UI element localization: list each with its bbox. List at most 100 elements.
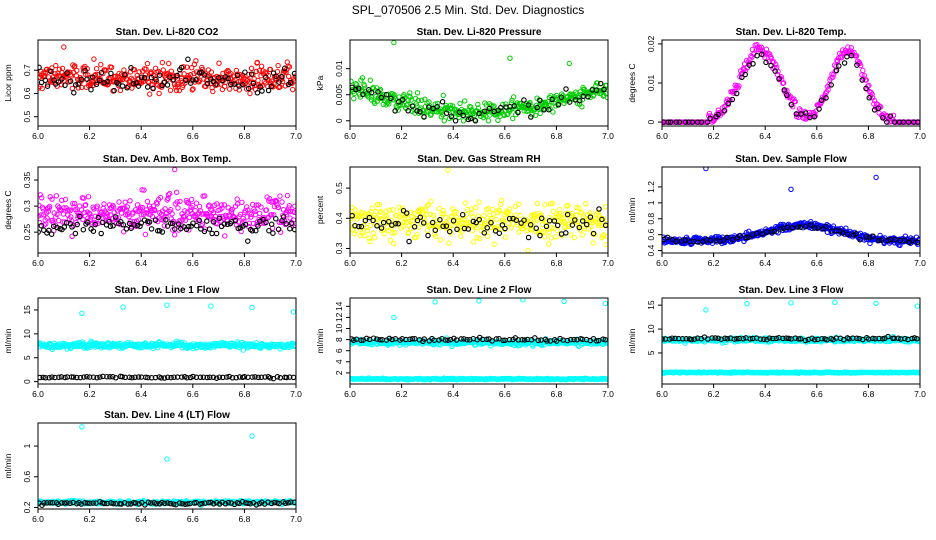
data-point [141, 75, 148, 81]
data-point [694, 335, 701, 341]
data-point [198, 226, 204, 232]
data-point [767, 51, 773, 57]
data-point [439, 109, 445, 115]
data-point [446, 228, 453, 235]
data-point [737, 233, 743, 239]
data-point [473, 204, 479, 211]
data-point [564, 211, 571, 218]
data-point [183, 77, 189, 84]
data-point [854, 62, 860, 68]
data-point [273, 197, 279, 204]
data-point [703, 237, 710, 243]
data-point [437, 342, 444, 348]
data-point [284, 192, 291, 199]
data-point [467, 220, 473, 226]
data-point [178, 374, 185, 380]
data-point [222, 233, 228, 239]
data-point [743, 234, 749, 241]
data-points [350, 167, 608, 253]
outlier-point [561, 298, 567, 304]
y-tick-label: 0.4 [334, 212, 344, 224]
data-point [260, 216, 266, 223]
data-point [266, 227, 272, 234]
data-point [870, 233, 876, 240]
data-point [450, 218, 457, 224]
data-point [92, 221, 99, 228]
data-point [245, 238, 251, 244]
data-point [439, 211, 445, 217]
data-point [595, 209, 601, 215]
data-point [863, 234, 870, 240]
data-point [81, 195, 87, 201]
data-point [573, 212, 579, 218]
data-point [554, 222, 561, 229]
data-point [411, 224, 418, 230]
data-point [437, 217, 443, 223]
x-tick-label: 6.2 [396, 131, 408, 141]
outlier-point [788, 186, 794, 193]
x-tick-label: 6.8 [550, 389, 562, 399]
data-point [895, 335, 901, 342]
data-point [144, 198, 151, 205]
data-point [364, 227, 371, 234]
data-point [689, 119, 696, 125]
data-point [273, 73, 279, 79]
x-tick-label: 6.8 [238, 131, 250, 141]
data-point [100, 219, 106, 226]
data-point [400, 97, 406, 103]
data-point [546, 229, 552, 236]
data-point [104, 373, 110, 380]
data-point [169, 211, 175, 217]
y-tick-label: 0.35 [22, 171, 32, 188]
data-point [69, 233, 75, 240]
x-tick-label: 7.0 [602, 389, 614, 399]
data-point [197, 374, 204, 381]
data-point [526, 223, 533, 229]
data-point [250, 201, 256, 208]
panel-title: Stan. Dev. Sample Flow [735, 154, 847, 165]
data-point [596, 206, 602, 212]
data-point [381, 231, 387, 237]
data-point [248, 214, 254, 220]
data-point [270, 70, 277, 76]
data-point [403, 210, 410, 216]
data-point [417, 214, 424, 221]
data-point [255, 223, 261, 229]
data-point [518, 100, 524, 107]
data-point [769, 229, 775, 235]
x-tick-label: 6.2 [396, 258, 408, 268]
data-point [884, 119, 890, 125]
panel-title: Stan. Dev. Line 3 Flow [739, 285, 844, 296]
data-point [94, 374, 100, 381]
data-point [159, 59, 166, 66]
data-point [62, 82, 68, 89]
data-point [493, 216, 499, 223]
data-point [731, 336, 738, 342]
panel-title: Stan. Dev. Amb. Box Temp. [103, 154, 231, 165]
data-point [239, 199, 245, 206]
data-point [467, 337, 473, 343]
data-point [673, 238, 679, 245]
data-point [468, 115, 474, 122]
data-point [876, 237, 882, 244]
x-tick-label: 6.0 [32, 131, 44, 141]
data-point [208, 69, 215, 75]
data-point [185, 223, 192, 230]
data-point [53, 62, 59, 69]
data-point [279, 199, 285, 205]
data-point [593, 338, 600, 344]
data-point [815, 225, 821, 231]
data-point [816, 106, 822, 112]
data-point [679, 336, 686, 342]
data-point [363, 224, 370, 231]
data-point [136, 69, 142, 75]
data-point [107, 223, 114, 230]
data-point [878, 237, 885, 243]
data-point [262, 374, 268, 380]
data-point [879, 336, 886, 342]
data-point [535, 337, 541, 344]
outlier-point [164, 302, 170, 308]
data-point [688, 336, 695, 343]
y-tick-label: 0 [334, 118, 344, 123]
data-point [101, 79, 108, 86]
